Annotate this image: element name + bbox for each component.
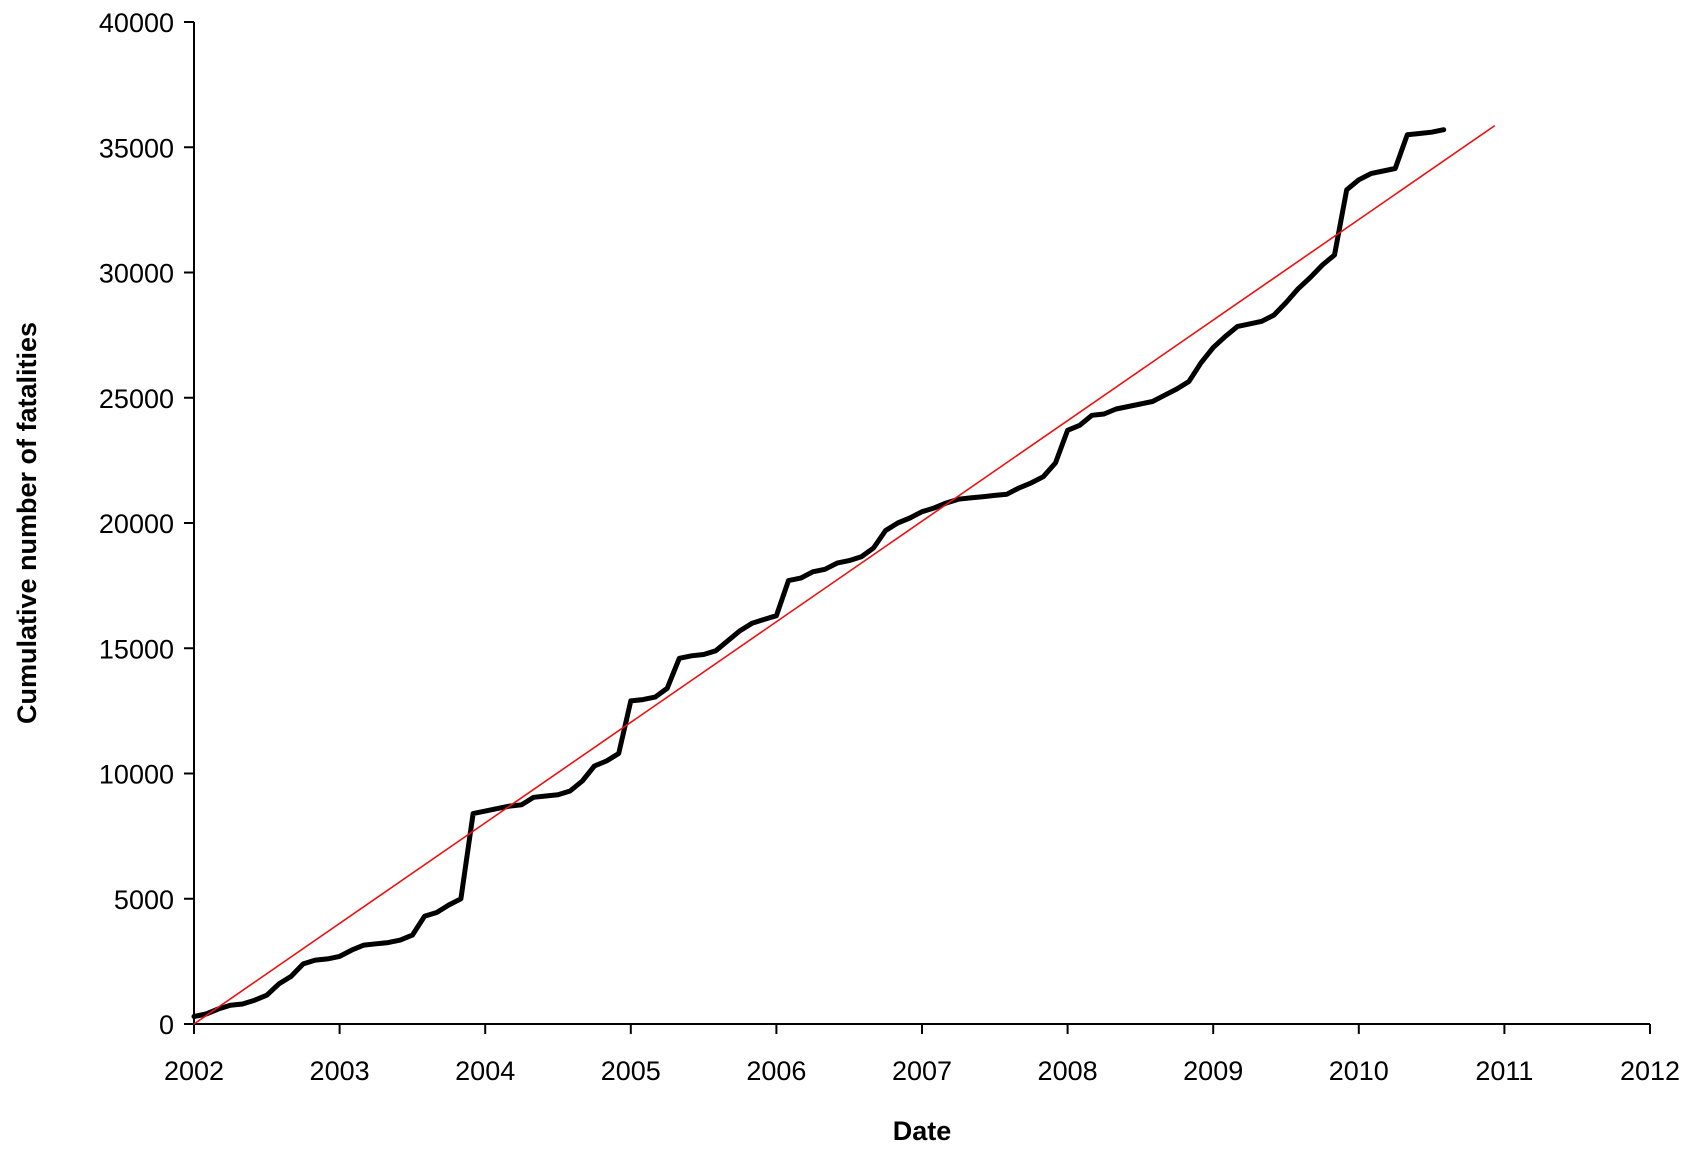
y-tick-label: 5000 xyxy=(114,885,174,915)
x-tick-label: 2012 xyxy=(1620,1056,1680,1086)
y-tick-label: 30000 xyxy=(99,259,174,289)
y-tick-label: 15000 xyxy=(99,634,174,664)
y-ticks: 0 5000 10000 15000 20000 25000 30000 35000 40000 xyxy=(99,8,194,1040)
y-tick-label: 40000 xyxy=(99,8,174,38)
x-tick-label: 2007 xyxy=(892,1056,952,1086)
y-axis-title: Cumulative number of fatalities xyxy=(12,322,42,724)
x-tick-label: 2004 xyxy=(455,1056,515,1086)
y-tick-label: 20000 xyxy=(99,509,174,539)
x-ticks: 2002 2003 2004 2005 2006 2007 2008 2009 2010 2011… xyxy=(164,1024,1680,1086)
x-tick-label: 2010 xyxy=(1329,1056,1389,1086)
x-tick-label: 2008 xyxy=(1038,1056,1098,1086)
observed-series-line xyxy=(191,127,1447,1019)
x-tick-label: 2002 xyxy=(164,1056,224,1086)
trend-line xyxy=(193,125,1495,1025)
y-tick-label: 10000 xyxy=(99,760,174,790)
x-tick-label: 2011 xyxy=(1475,1056,1533,1086)
y-tick-label: 25000 xyxy=(99,384,174,414)
x-tick-label: 2005 xyxy=(601,1056,661,1086)
y-tick-label: 0 xyxy=(159,1010,174,1040)
x-tick-label: 2009 xyxy=(1183,1056,1243,1086)
x-axis-title: Date xyxy=(893,1116,952,1146)
y-tick-label: 35000 xyxy=(99,133,174,163)
x-tick-label: 2003 xyxy=(310,1056,370,1086)
series-layer xyxy=(191,125,1495,1025)
x-tick-label: 2006 xyxy=(746,1056,806,1086)
